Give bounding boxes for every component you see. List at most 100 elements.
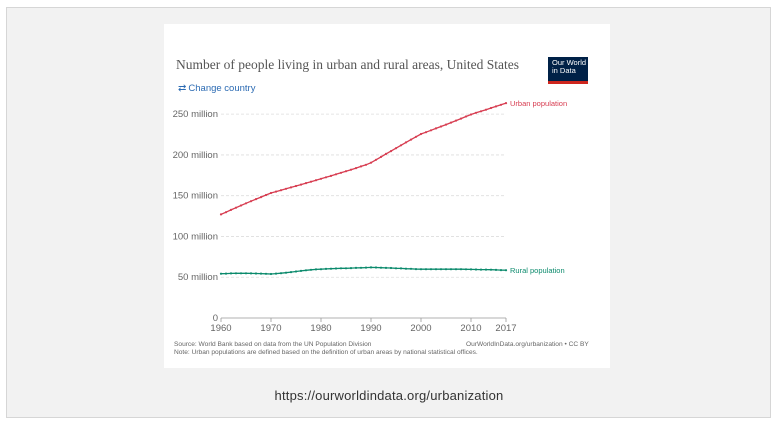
data-point bbox=[429, 129, 433, 132]
data-point bbox=[449, 121, 453, 124]
data-point bbox=[309, 268, 313, 271]
data-point bbox=[219, 272, 223, 275]
chart-footer: Source: World Bank based on data from th… bbox=[174, 341, 478, 357]
data-point bbox=[464, 268, 468, 271]
data-point bbox=[499, 269, 503, 272]
data-point bbox=[434, 268, 438, 271]
credit-link[interactable]: OurWorldInData.org/urbanization • CC BY bbox=[466, 341, 589, 348]
data-point bbox=[304, 269, 308, 272]
data-point bbox=[389, 150, 393, 153]
change-country-button[interactable]: ⇄ Change country bbox=[178, 83, 255, 94]
data-point bbox=[394, 147, 398, 150]
data-point bbox=[484, 108, 488, 111]
data-point bbox=[299, 183, 303, 186]
x-tick-label: 1960 bbox=[210, 323, 231, 334]
data-point bbox=[334, 267, 338, 270]
data-point bbox=[324, 176, 328, 179]
owid-logo[interactable]: Our World in Data bbox=[548, 57, 588, 81]
data-point bbox=[354, 167, 358, 170]
data-point bbox=[459, 268, 463, 271]
data-point bbox=[419, 268, 423, 271]
data-point bbox=[384, 266, 388, 269]
definition-note: Note: Urban populations are defined base… bbox=[174, 349, 478, 356]
data-point bbox=[274, 190, 278, 193]
data-point bbox=[289, 271, 293, 274]
data-point bbox=[284, 271, 288, 274]
data-point bbox=[294, 184, 298, 188]
data-point bbox=[484, 268, 488, 271]
data-point bbox=[364, 163, 368, 166]
data-point bbox=[349, 168, 353, 171]
data-point bbox=[374, 266, 378, 269]
data-point bbox=[504, 102, 508, 105]
data-point bbox=[489, 106, 493, 110]
data-point bbox=[424, 268, 428, 271]
y-tick-label: 150 million bbox=[173, 191, 218, 202]
data-point bbox=[494, 105, 498, 108]
data-point bbox=[454, 268, 458, 271]
data-point bbox=[314, 179, 318, 182]
data-point bbox=[474, 268, 478, 271]
data-point bbox=[504, 269, 508, 272]
data-point bbox=[439, 268, 443, 271]
x-axis: 1960 1970 1980 1990 2000 2010 2017 bbox=[210, 317, 517, 334]
line-chart: 0 50 million 100 million 150 million 200 mil… bbox=[173, 99, 568, 334]
data-point bbox=[339, 267, 343, 270]
x-tick-label: 2000 bbox=[410, 323, 431, 334]
data-point bbox=[259, 196, 263, 199]
data-point bbox=[389, 266, 393, 270]
chart-title: Number of people living in urban and rur… bbox=[176, 57, 520, 72]
data-point bbox=[344, 170, 348, 173]
data-point bbox=[264, 193, 268, 197]
data-point bbox=[379, 266, 383, 269]
data-point bbox=[314, 268, 318, 271]
data-point bbox=[234, 272, 238, 275]
data-point bbox=[254, 198, 258, 201]
data-point bbox=[364, 266, 368, 269]
data-point bbox=[219, 213, 223, 216]
data-point bbox=[319, 268, 323, 271]
data-point bbox=[474, 111, 478, 114]
data-point bbox=[269, 272, 273, 276]
data-point bbox=[274, 272, 278, 275]
swap-arrows-icon: ⇄ bbox=[178, 83, 187, 94]
data-point bbox=[494, 268, 498, 271]
logo-line-1: Our World bbox=[552, 58, 587, 67]
data-point bbox=[379, 155, 383, 158]
data-point bbox=[279, 272, 283, 275]
data-point bbox=[354, 266, 358, 269]
data-point bbox=[244, 272, 248, 275]
data-point bbox=[309, 180, 313, 183]
data-point bbox=[224, 211, 228, 214]
data-point bbox=[269, 191, 273, 195]
x-tick-label: 2017 bbox=[495, 323, 516, 334]
data-point bbox=[399, 267, 403, 270]
data-point bbox=[359, 266, 363, 269]
data-point bbox=[239, 204, 243, 207]
data-point bbox=[344, 267, 348, 270]
data-point bbox=[304, 182, 308, 185]
change-country-label: Change country bbox=[188, 83, 256, 94]
x-tick-label: 1980 bbox=[310, 323, 331, 334]
x-tick-label: 1990 bbox=[360, 323, 381, 334]
y-axis-ticks: 0 50 million 100 million 150 million 200 mil… bbox=[173, 109, 218, 324]
series-label: Urban population bbox=[510, 99, 567, 108]
data-point bbox=[349, 267, 353, 270]
data-point bbox=[384, 152, 388, 155]
data-point bbox=[254, 272, 258, 275]
series-line-rural bbox=[220, 266, 507, 275]
y-tick-label: 200 million bbox=[173, 150, 218, 161]
data-point bbox=[414, 135, 418, 138]
data-point bbox=[409, 267, 413, 270]
data-point bbox=[229, 272, 233, 275]
data-point bbox=[319, 177, 323, 180]
data-point bbox=[229, 208, 233, 211]
data-point bbox=[284, 187, 288, 190]
data-point bbox=[409, 138, 413, 141]
logo-accent-bar bbox=[548, 81, 588, 84]
data-point bbox=[259, 272, 263, 275]
data-point bbox=[369, 161, 373, 164]
data-point bbox=[469, 113, 473, 116]
data-point bbox=[224, 272, 228, 275]
data-point bbox=[294, 270, 298, 273]
